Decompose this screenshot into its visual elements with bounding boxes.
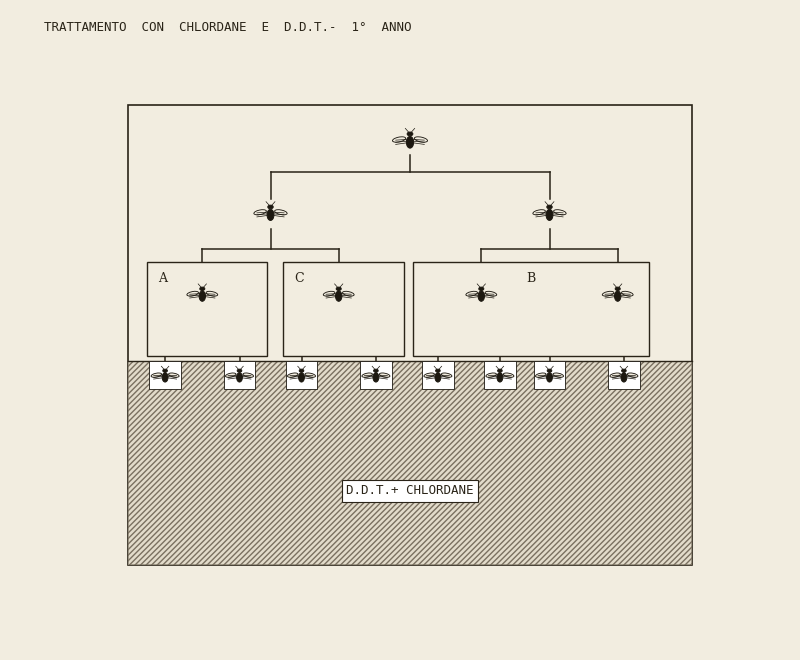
Ellipse shape (169, 373, 179, 378)
Ellipse shape (442, 373, 452, 378)
Ellipse shape (547, 369, 552, 372)
Ellipse shape (546, 205, 552, 209)
Ellipse shape (553, 373, 563, 378)
Text: TRATTAMENTO  CON  CHLORDANE  E  D.D.T.-  1°  ANNO: TRATTAMENTO CON CHLORDANE E D.D.T.- 1° A… (44, 21, 411, 34)
Bar (413, 262, 649, 356)
Ellipse shape (342, 291, 354, 296)
Bar (422, 362, 454, 389)
Ellipse shape (254, 210, 266, 214)
Ellipse shape (424, 373, 434, 378)
Bar (128, 361, 692, 564)
Ellipse shape (503, 373, 514, 378)
Ellipse shape (614, 291, 621, 301)
Ellipse shape (406, 137, 414, 148)
Ellipse shape (485, 291, 497, 296)
Ellipse shape (336, 287, 342, 290)
Bar (360, 362, 391, 389)
Ellipse shape (615, 287, 620, 290)
Ellipse shape (287, 373, 298, 378)
Ellipse shape (478, 287, 484, 290)
Ellipse shape (237, 373, 242, 382)
Ellipse shape (374, 369, 378, 372)
Text: C: C (294, 273, 304, 285)
Ellipse shape (335, 291, 342, 301)
Ellipse shape (305, 373, 315, 378)
Ellipse shape (627, 373, 638, 378)
Ellipse shape (533, 210, 546, 214)
Ellipse shape (362, 373, 373, 378)
Ellipse shape (546, 209, 553, 220)
Ellipse shape (436, 369, 440, 372)
Ellipse shape (602, 291, 614, 296)
Ellipse shape (323, 291, 335, 296)
Ellipse shape (610, 373, 621, 378)
Ellipse shape (622, 369, 626, 372)
Ellipse shape (151, 373, 162, 378)
Ellipse shape (163, 369, 167, 372)
Ellipse shape (298, 373, 305, 382)
Ellipse shape (379, 373, 390, 378)
Text: B: B (526, 273, 535, 285)
Ellipse shape (373, 373, 379, 382)
Ellipse shape (407, 132, 413, 136)
Ellipse shape (535, 373, 546, 378)
Text: A: A (158, 273, 166, 285)
Ellipse shape (187, 291, 198, 296)
Ellipse shape (274, 210, 287, 214)
Ellipse shape (243, 373, 254, 378)
Ellipse shape (226, 373, 236, 378)
Ellipse shape (497, 373, 503, 382)
Ellipse shape (622, 291, 633, 296)
Bar (283, 262, 404, 356)
Ellipse shape (435, 373, 441, 382)
Ellipse shape (299, 369, 304, 372)
Ellipse shape (478, 291, 485, 301)
Bar (128, 361, 692, 564)
Ellipse shape (267, 209, 274, 220)
Ellipse shape (554, 210, 566, 214)
Ellipse shape (162, 373, 168, 382)
Bar (484, 362, 515, 389)
Ellipse shape (393, 137, 406, 142)
Ellipse shape (486, 373, 497, 378)
Bar (224, 362, 255, 389)
Bar (608, 362, 639, 389)
Bar (150, 362, 181, 389)
Ellipse shape (546, 373, 553, 382)
Ellipse shape (621, 373, 627, 382)
Bar (286, 362, 317, 389)
Text: D.D.T.+ CHLORDANE: D.D.T.+ CHLORDANE (346, 484, 474, 498)
Ellipse shape (414, 137, 427, 142)
Ellipse shape (268, 205, 274, 209)
Ellipse shape (498, 369, 502, 372)
Bar (146, 262, 267, 356)
Ellipse shape (206, 291, 218, 296)
Ellipse shape (238, 369, 242, 372)
Ellipse shape (466, 291, 478, 296)
Ellipse shape (199, 291, 206, 301)
Bar (534, 362, 565, 389)
Ellipse shape (200, 287, 205, 290)
